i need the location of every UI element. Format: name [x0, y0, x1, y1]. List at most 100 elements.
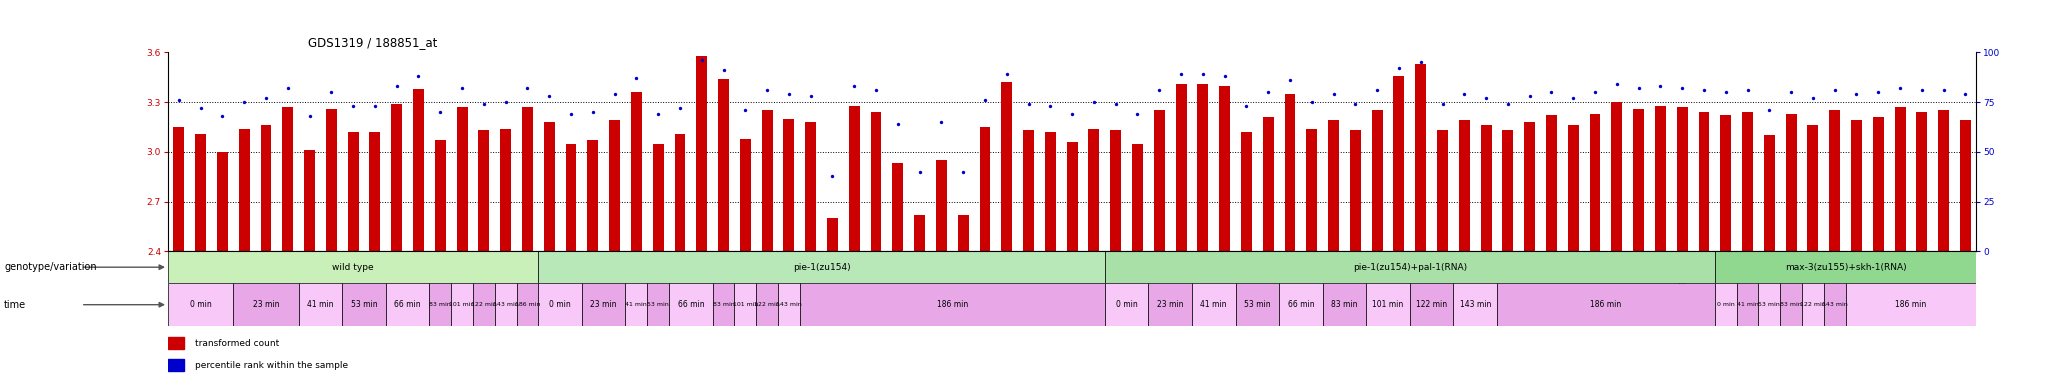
Bar	[1235, 283, 1280, 326]
Point	[991, 71, 1024, 77]
Bar	[434, 140, 446, 251]
Bar	[1677, 107, 1688, 251]
Text: 41 min: 41 min	[1737, 302, 1759, 307]
Point	[598, 91, 631, 97]
Point	[1536, 89, 1569, 95]
Text: 143 min: 143 min	[776, 302, 801, 307]
Point	[1491, 101, 1524, 107]
Point	[184, 105, 217, 111]
Text: 122 min: 122 min	[471, 302, 498, 307]
Bar	[1698, 112, 1710, 251]
Text: percentile rank within the sample: percentile rank within the sample	[195, 361, 348, 370]
Point	[838, 83, 870, 89]
Bar	[631, 92, 641, 251]
Bar	[1087, 129, 1100, 251]
Bar	[1284, 94, 1296, 251]
Point	[1057, 111, 1090, 117]
Text: 83 min: 83 min	[1780, 302, 1802, 307]
Bar	[801, 283, 1104, 326]
Text: 83 min: 83 min	[713, 302, 735, 307]
Bar	[739, 139, 752, 251]
Bar	[1503, 130, 1513, 251]
Point	[1950, 91, 1982, 97]
Point	[1645, 83, 1677, 89]
Bar	[1149, 283, 1192, 326]
Bar	[805, 122, 815, 251]
Point	[1186, 71, 1219, 77]
Bar	[479, 130, 489, 251]
Bar	[713, 283, 735, 326]
Text: 122 min: 122 min	[754, 302, 780, 307]
Bar	[473, 283, 496, 326]
Bar	[391, 104, 401, 251]
Bar	[168, 337, 184, 350]
Bar	[1280, 283, 1323, 326]
Bar	[1307, 129, 1317, 251]
Bar	[1393, 76, 1405, 251]
Bar	[283, 107, 293, 251]
Point	[424, 109, 457, 115]
Point	[358, 103, 391, 109]
Bar	[1808, 125, 1819, 251]
Text: pie-1(zu154): pie-1(zu154)	[793, 262, 850, 272]
Text: 101 min: 101 min	[733, 302, 758, 307]
Bar	[1569, 125, 1579, 251]
Point	[969, 97, 1001, 103]
Bar	[260, 125, 272, 251]
Bar	[430, 283, 451, 326]
Text: 83 min: 83 min	[430, 302, 451, 307]
Bar	[674, 134, 686, 251]
Bar	[217, 152, 227, 251]
Bar	[240, 129, 250, 251]
Text: 143 min: 143 min	[494, 302, 518, 307]
Bar	[1024, 130, 1034, 251]
Bar	[1546, 116, 1556, 251]
Text: 66 min: 66 min	[395, 300, 422, 309]
Point	[1165, 71, 1198, 77]
Point	[1339, 101, 1372, 107]
Bar	[958, 215, 969, 251]
Point	[752, 87, 784, 93]
Text: max-3(zu155)+skh-1(RNA): max-3(zu155)+skh-1(RNA)	[1784, 262, 1907, 272]
Point	[1819, 87, 1851, 93]
Point	[207, 113, 240, 119]
Bar	[1372, 111, 1382, 251]
Bar	[516, 283, 539, 326]
Bar	[1894, 107, 1905, 251]
Point	[1448, 91, 1481, 97]
Point	[881, 121, 913, 127]
Bar	[1632, 109, 1645, 251]
Bar	[303, 150, 315, 251]
Point	[686, 57, 719, 63]
Text: time: time	[4, 300, 27, 310]
Point	[272, 85, 305, 91]
Text: 66 min: 66 min	[1288, 300, 1315, 309]
Bar	[1409, 283, 1454, 326]
Point	[1120, 111, 1153, 117]
Bar	[756, 283, 778, 326]
Text: 0 min: 0 min	[1716, 302, 1735, 307]
Bar	[1458, 120, 1470, 251]
Point	[621, 75, 653, 81]
Point	[1688, 87, 1720, 93]
Bar	[1720, 116, 1731, 251]
Bar	[414, 89, 424, 251]
Text: GDS1319 / 188851_at: GDS1319 / 188851_at	[307, 36, 438, 49]
Point	[1360, 87, 1393, 93]
Point	[664, 105, 696, 111]
Bar	[326, 109, 336, 251]
Bar	[762, 111, 772, 251]
Text: 122 min: 122 min	[1800, 302, 1825, 307]
Point	[1839, 91, 1872, 97]
Point	[1012, 101, 1044, 107]
Bar	[1714, 283, 1737, 326]
Bar	[1323, 283, 1366, 326]
Text: wild type: wild type	[332, 262, 375, 272]
Bar	[653, 144, 664, 251]
Bar	[1872, 117, 1884, 251]
Point	[467, 101, 500, 107]
Bar	[848, 105, 860, 251]
Bar	[1329, 120, 1339, 251]
Point	[1513, 93, 1546, 99]
Point	[250, 95, 283, 101]
